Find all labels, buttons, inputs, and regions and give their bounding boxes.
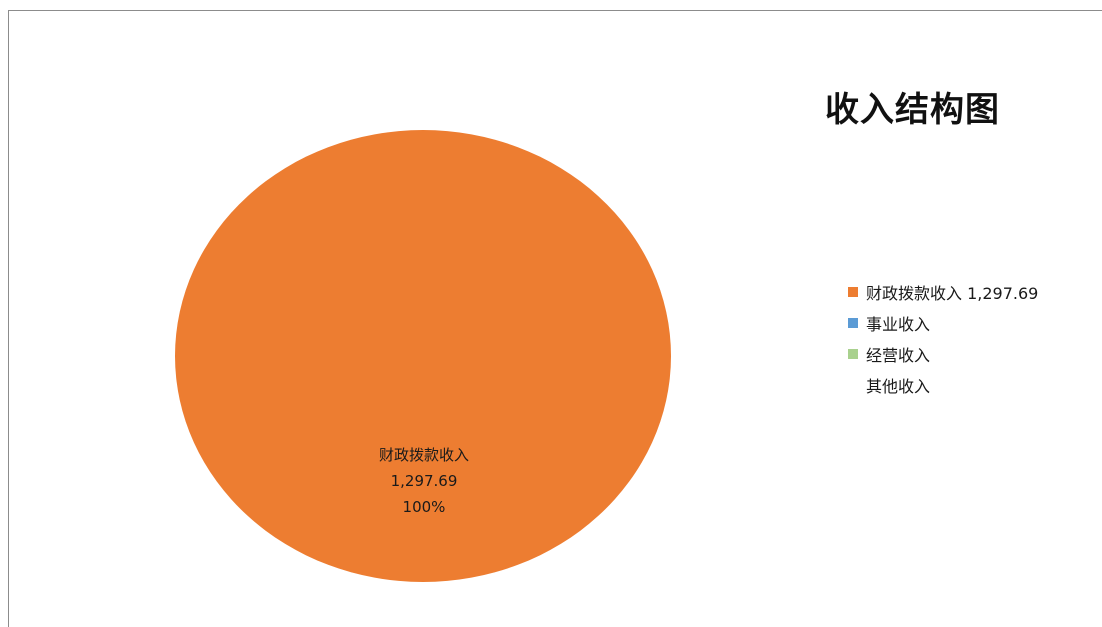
chart-border-left — [8, 10, 9, 627]
chart-title: 收入结构图 — [825, 90, 1000, 130]
legend-item-1: 事业收入 — [848, 307, 1038, 338]
chart-border-top — [8, 10, 1102, 11]
data-label-percent: 100% — [402, 498, 446, 516]
legend-item-2: 经营收入 — [848, 338, 1038, 369]
pie-slice-0 — [175, 130, 671, 582]
legend-swatch-1 — [848, 317, 858, 328]
data-label-value: 1,297.69 — [390, 472, 458, 490]
legend: 财政拨款收入 1,297.69 事业收入经营收入其他收入 — [848, 276, 1038, 400]
legend-label-1: 事业收入 — [866, 314, 931, 334]
legend-swatch-3 — [848, 380, 858, 390]
data-label-category: 财政拨款收入 — [378, 446, 469, 464]
legend-swatch-2 — [848, 348, 858, 359]
legend-item-0: 财政拨款收入 1,297.69 — [848, 276, 1038, 307]
pie-data-label: 财政拨款收入 1,297.69 100% — [304, 442, 544, 520]
legend-label-0: 财政拨款收入 1,297.69 — [866, 283, 1039, 303]
legend-label-2: 经营收入 — [866, 345, 931, 365]
legend-swatch-0 — [848, 286, 858, 297]
legend-item-3: 其他收入 — [848, 369, 1038, 400]
legend-label-3: 其他收入 — [866, 376, 931, 396]
